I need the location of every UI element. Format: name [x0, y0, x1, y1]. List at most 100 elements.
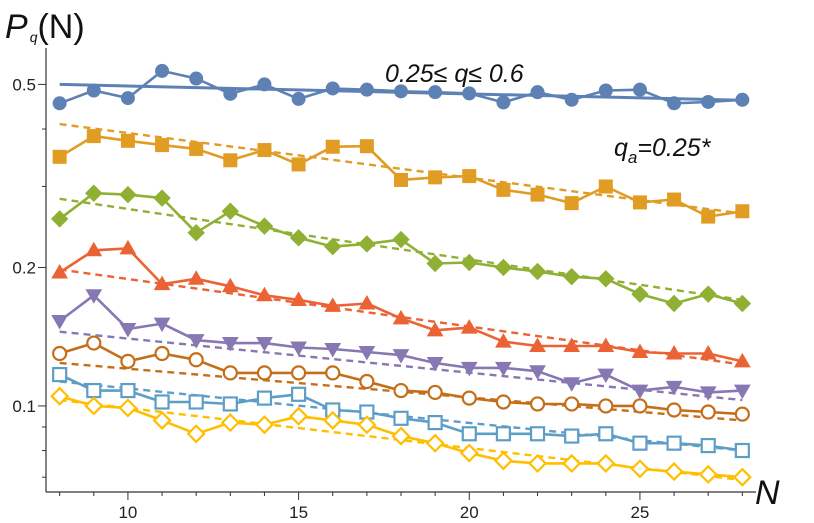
data-point	[631, 343, 649, 358]
data-point	[290, 386, 307, 402]
data-point	[666, 402, 682, 418]
data-point	[701, 94, 716, 109]
data-point	[666, 435, 682, 451]
data-point	[632, 435, 648, 451]
annotation-qa-suffix: =0.25*	[637, 134, 711, 162]
data-series	[50, 63, 752, 487]
data-point	[52, 96, 67, 111]
data-point	[223, 86, 238, 101]
data-point	[496, 182, 511, 197]
data-point	[564, 196, 579, 211]
data-point	[290, 365, 307, 381]
data-point	[289, 406, 309, 426]
data-point	[255, 217, 274, 235]
data-point	[85, 241, 103, 257]
data-point	[495, 361, 512, 377]
data-point	[528, 262, 547, 281]
data-point	[86, 335, 102, 351]
data-point	[732, 467, 752, 487]
data-point	[188, 394, 204, 410]
fit-line-s8	[59, 398, 743, 482]
data-point	[222, 396, 238, 412]
data-point	[289, 229, 308, 247]
data-point	[459, 443, 479, 463]
data-point	[529, 337, 546, 352]
data-point	[119, 322, 137, 338]
data-point	[155, 138, 170, 153]
data-point	[733, 352, 751, 368]
data-point	[324, 342, 342, 358]
data-point	[391, 426, 411, 446]
data-point	[428, 85, 443, 100]
data-point	[598, 398, 614, 414]
series-s7	[52, 366, 750, 459]
data-point	[120, 133, 135, 148]
data-point	[392, 349, 410, 364]
series-s5	[51, 289, 751, 401]
data-point	[494, 258, 513, 277]
data-point	[222, 365, 238, 381]
data-point	[52, 149, 67, 164]
data-point	[700, 404, 716, 420]
series-s4	[51, 239, 751, 368]
data-point	[120, 91, 135, 106]
data-point	[460, 361, 478, 377]
data-point	[153, 275, 171, 291]
data-point	[120, 382, 136, 399]
data-point	[426, 321, 444, 337]
data-point	[223, 153, 238, 168]
data-point	[665, 345, 683, 360]
data-point	[699, 345, 717, 360]
data-point	[393, 382, 409, 399]
data-point	[187, 270, 205, 285]
data-point	[359, 139, 374, 154]
data-point	[734, 406, 750, 422]
data-point	[700, 437, 716, 454]
data-point	[631, 285, 649, 303]
series-s3	[50, 184, 752, 313]
fit-line-s5	[59, 330, 743, 402]
data-point	[186, 424, 206, 444]
data-point	[527, 453, 548, 473]
fit-line	[59, 268, 743, 366]
data-point	[357, 415, 377, 435]
annotation-q-range: 0.25≤ q≤ 0.6	[385, 60, 524, 88]
data-point	[221, 277, 239, 293]
data-point	[291, 91, 306, 106]
data-point	[51, 314, 69, 330]
data-point	[699, 386, 717, 401]
data-point	[630, 459, 650, 479]
data-point	[119, 239, 137, 255]
data-point	[597, 337, 615, 352]
data-point	[325, 139, 340, 154]
data-point	[358, 294, 376, 310]
y-tick-label: 0.5	[12, 75, 36, 94]
fit-line-s2	[59, 122, 743, 215]
fit-line	[59, 380, 743, 452]
fit-line	[59, 330, 743, 402]
data-point	[632, 195, 647, 210]
data-point	[323, 410, 343, 430]
data-point	[427, 414, 443, 431]
data-point	[256, 390, 273, 406]
data-point	[597, 270, 615, 288]
data-point	[598, 179, 613, 194]
data-point	[529, 365, 546, 380]
data-point	[359, 82, 374, 97]
data-point	[257, 143, 272, 158]
data-point	[735, 92, 750, 107]
data-point	[221, 337, 239, 352]
data-point	[597, 368, 615, 384]
data-point	[632, 82, 647, 97]
data-point	[257, 77, 272, 92]
data-point	[562, 267, 581, 286]
x-tick-label: 25	[630, 503, 649, 522]
data-point	[495, 333, 512, 348]
data-point	[734, 442, 750, 459]
data-point	[86, 382, 102, 399]
data-point	[667, 192, 682, 207]
data-point	[325, 81, 340, 96]
data-point	[460, 319, 478, 334]
